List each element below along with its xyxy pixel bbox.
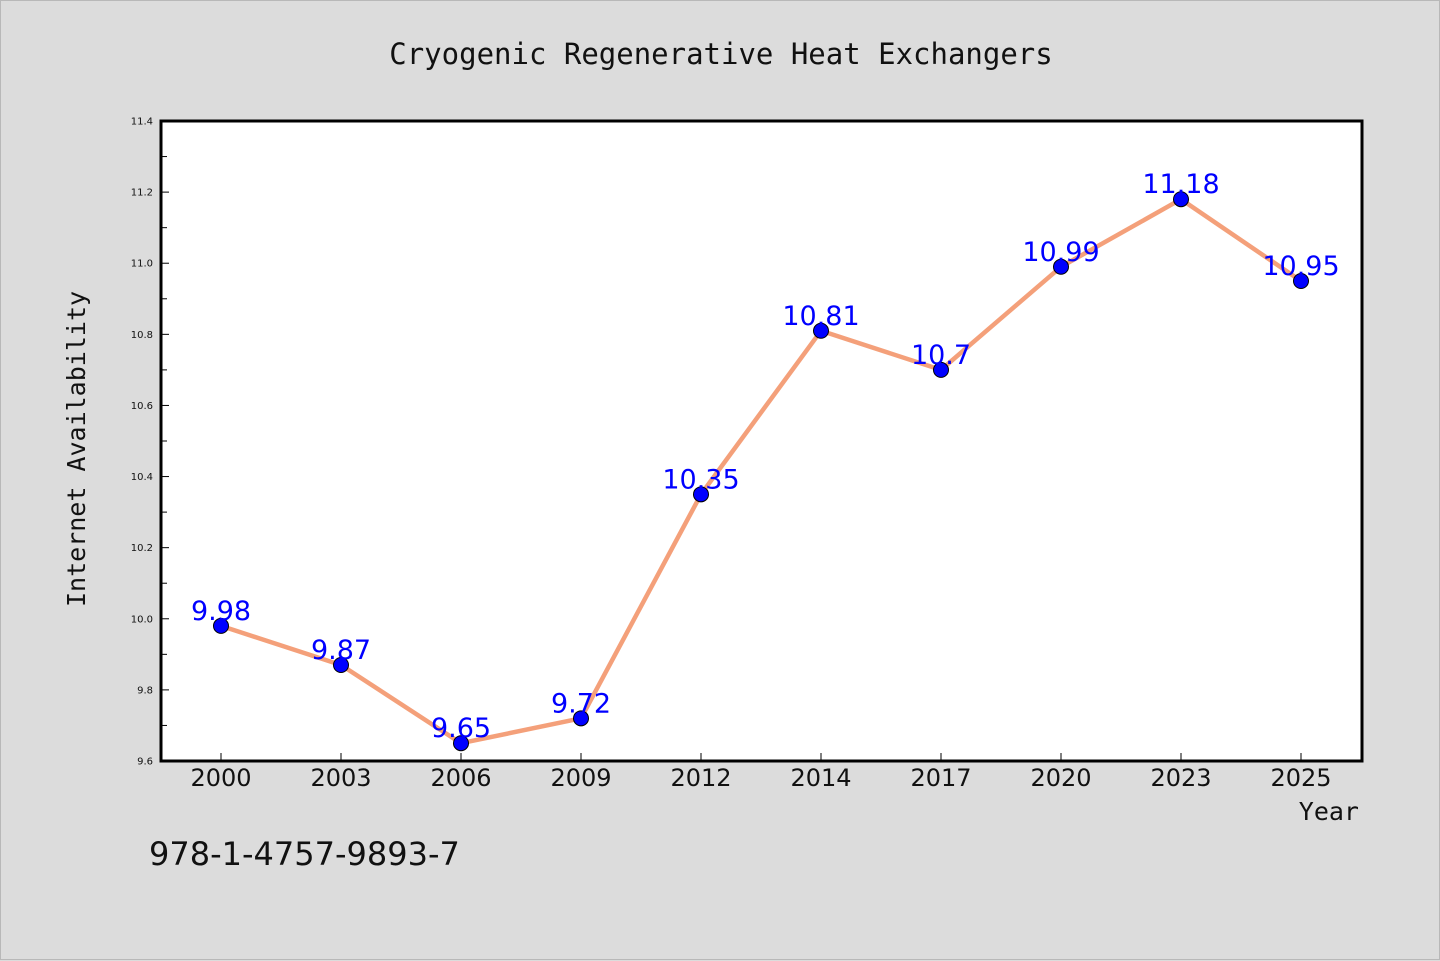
y-tick-label: 11.4 (131, 117, 153, 128)
data-label: 10.99 (1022, 237, 1099, 268)
y-tick-label: 10.4 (131, 472, 153, 483)
data-label: 10.95 (1262, 251, 1339, 282)
x-tick-label: 2003 (310, 764, 371, 792)
data-label: 9.65 (431, 713, 491, 744)
x-tick-label: 2020 (1030, 764, 1091, 792)
y-tick-label: 10.8 (131, 330, 153, 341)
chart-title: Cryogenic Regenerative Heat Exchangers (389, 37, 1052, 71)
series-line-group: 9.98 9.87 9.65 9.72 10.35 10.81 10.7 10.99 11.18… (191, 169, 1340, 752)
x-tick-label: 2025 (1270, 764, 1331, 792)
y-tick-label: 10.2 (131, 543, 153, 554)
series-line (220, 196, 1303, 746)
y-tick-label: 9.6 (137, 757, 153, 768)
x-tick-label: 2012 (670, 764, 731, 792)
data-point-marker (1173, 191, 1189, 208)
y-tick-label: 9.8 (137, 685, 153, 696)
data-label: 10.35 (662, 464, 739, 495)
x-axis-label: Year (1299, 797, 1359, 826)
data-label: 9.72 (551, 688, 611, 719)
isbn-annotation: 978-1-4757-9893-7 (149, 835, 460, 873)
data-label: 10.81 (782, 301, 859, 332)
data-point-marker (333, 657, 349, 673)
x-tick-label: 2009 (550, 764, 611, 792)
data-point-marker (1053, 258, 1069, 275)
data-point-marker (213, 617, 229, 634)
y-tick-label: 11.2 (131, 188, 153, 199)
x-tick-label: 2017 (910, 764, 971, 792)
data-point-marker (1293, 273, 1309, 289)
data-point-marker (573, 710, 589, 727)
y-tick-label: 10.6 (131, 401, 153, 412)
data-point-marker (453, 735, 469, 752)
data-label: 9.98 (191, 596, 251, 627)
data-label: 10.7 (911, 340, 971, 371)
data-point-marker (813, 322, 829, 339)
data-label: 11.18 (1142, 169, 1219, 200)
y-axis-label: Internet Availability (62, 291, 91, 607)
y-tick-label: 10.0 (131, 614, 153, 625)
data-point-marker (693, 486, 709, 503)
plot-area (161, 121, 1362, 761)
data-point-marker (933, 361, 949, 378)
x-tick-label: 2000 (190, 764, 251, 792)
x-tick-label: 2006 (430, 764, 491, 792)
x-tick-label: 2014 (790, 764, 851, 792)
plot-frame (159, 119, 1364, 763)
y-tick-label: 11.0 (131, 259, 153, 270)
data-label: 9.87 (311, 635, 371, 666)
x-tick-label: 2023 (1150, 764, 1211, 792)
x-axis: 2000 2003 2006 2009 2012 2014 2017 2020 2023 2025 (190, 753, 1332, 792)
